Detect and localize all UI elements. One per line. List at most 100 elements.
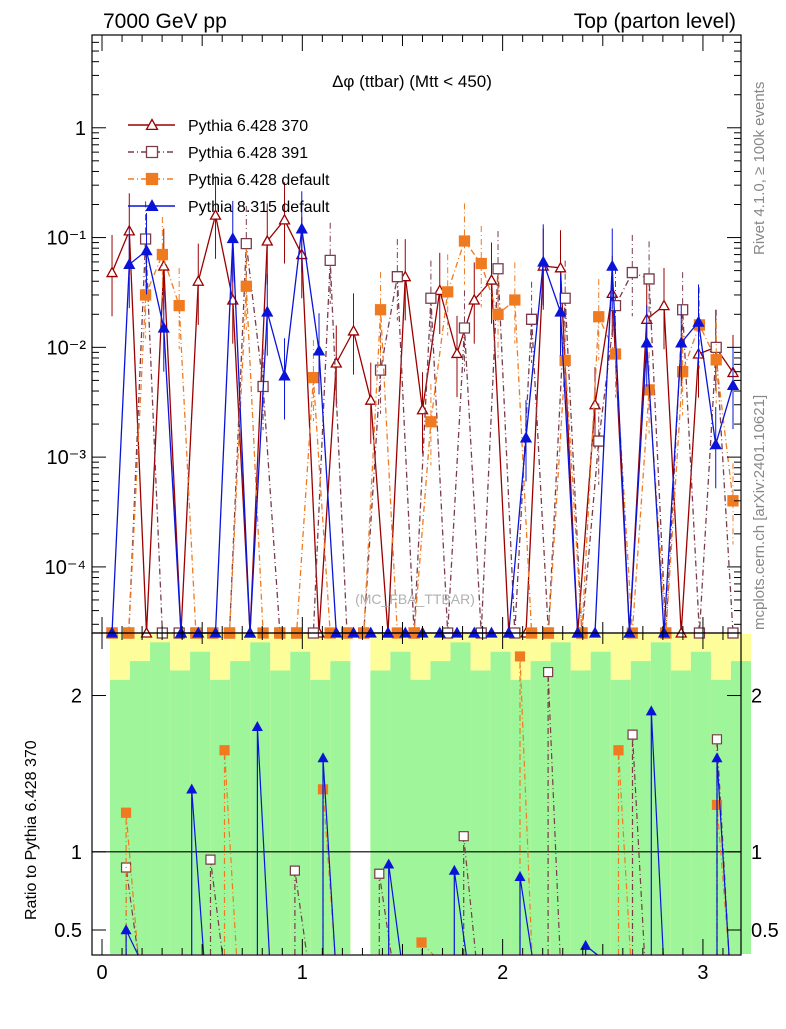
data-point bbox=[475, 257, 487, 270]
ratio-point bbox=[374, 868, 385, 879]
green-band bbox=[110, 679, 131, 954]
ratio-point bbox=[613, 745, 624, 756]
data-point bbox=[554, 305, 567, 317]
data-point bbox=[692, 315, 705, 327]
data-point bbox=[537, 255, 550, 267]
data-point bbox=[425, 292, 437, 304]
data-point bbox=[492, 308, 504, 320]
data-point bbox=[559, 292, 571, 304]
green-band bbox=[130, 661, 151, 954]
data-point bbox=[509, 294, 521, 306]
data-point bbox=[727, 495, 739, 507]
data-point bbox=[458, 235, 471, 247]
data-point bbox=[525, 313, 538, 325]
ratio-point bbox=[383, 858, 395, 869]
ratio-y-tick-label: 2 bbox=[71, 686, 82, 708]
data-point bbox=[676, 304, 689, 316]
data-point bbox=[139, 233, 152, 245]
data-point bbox=[157, 321, 170, 333]
ratio-point bbox=[186, 783, 198, 794]
data-point bbox=[710, 341, 722, 353]
data-point bbox=[278, 213, 291, 225]
data-point bbox=[157, 259, 170, 271]
x-tick-label: 3 bbox=[697, 962, 708, 984]
legend-marker bbox=[145, 199, 159, 212]
ratio-point bbox=[458, 831, 469, 842]
legend-label: Pythia 8.315 default bbox=[188, 199, 330, 216]
ratio-point bbox=[514, 871, 526, 882]
green-band bbox=[570, 670, 591, 954]
y-tick-label: 10⁻³ bbox=[47, 447, 87, 469]
ratio-y-tick-label: 0.5 bbox=[54, 920, 82, 942]
header-left: 7000 GeV pp bbox=[103, 10, 227, 33]
green-band bbox=[490, 651, 511, 954]
green-band bbox=[690, 651, 711, 954]
ratio-point bbox=[317, 752, 329, 763]
ratio-point bbox=[448, 864, 460, 875]
green-band bbox=[230, 661, 251, 954]
data-point bbox=[140, 244, 153, 256]
data-point bbox=[492, 263, 504, 275]
data-point bbox=[209, 208, 222, 220]
ratio-point bbox=[627, 729, 638, 740]
green-band bbox=[550, 642, 571, 954]
data-point bbox=[364, 393, 377, 405]
data-point bbox=[105, 266, 119, 278]
green-band bbox=[650, 642, 671, 954]
green-band bbox=[270, 670, 291, 954]
data-point bbox=[709, 438, 722, 450]
data-point bbox=[657, 299, 671, 311]
ratio-y-tick-label-right: 1 bbox=[751, 842, 762, 864]
y-tick-label: 10⁻² bbox=[47, 337, 87, 359]
data-point bbox=[554, 261, 567, 273]
main-series-layer bbox=[105, 177, 740, 639]
legend-marker bbox=[145, 118, 159, 131]
data-point bbox=[261, 305, 274, 317]
legend-label: Pythia 6.428 370 bbox=[188, 118, 308, 135]
data-point bbox=[643, 273, 655, 285]
ratio-uncertainty-bands bbox=[110, 634, 752, 954]
data-point bbox=[192, 274, 205, 286]
rivet-label: Rivet 4.1.0, ≥ 100k events bbox=[751, 82, 768, 255]
data-point bbox=[295, 222, 308, 234]
data-point bbox=[442, 286, 454, 298]
data-point bbox=[609, 348, 622, 360]
ratio-point bbox=[711, 734, 723, 745]
data-point bbox=[458, 322, 471, 334]
data-point bbox=[425, 416, 437, 428]
data-point bbox=[468, 293, 481, 305]
data-point bbox=[606, 259, 619, 271]
green-band bbox=[410, 679, 431, 954]
x-tick-label: 0 bbox=[96, 962, 107, 984]
ratio-point bbox=[289, 865, 300, 876]
axes-layer: 10⁻⁴ 10⁻³ 10⁻² 10⁻¹ 1 0 1 2 3 0.5 0.5 1 1 2 2 bbox=[45, 34, 779, 984]
data-point bbox=[519, 431, 533, 443]
ratio-point bbox=[120, 807, 132, 818]
green-band bbox=[590, 651, 611, 954]
x-tick-label: 2 bbox=[497, 962, 508, 984]
data-point bbox=[123, 258, 136, 270]
data-point bbox=[559, 354, 571, 367]
data-point bbox=[139, 289, 152, 301]
data-point bbox=[240, 280, 252, 292]
green-band bbox=[630, 661, 651, 954]
data-point bbox=[640, 336, 653, 348]
ratio-frame bbox=[91, 632, 742, 956]
y-tick-label: 1 bbox=[75, 118, 86, 140]
green-band bbox=[190, 651, 211, 954]
data-point bbox=[450, 347, 464, 359]
data-point bbox=[278, 369, 291, 381]
data-point bbox=[374, 304, 387, 316]
ratio-ylabel: Ratio to Pythia 6.428 370 bbox=[23, 740, 40, 920]
plot-title: Δφ (ttbar) (Mtt < 450) bbox=[332, 72, 492, 91]
green-band bbox=[510, 679, 531, 954]
data-point bbox=[156, 248, 169, 261]
green-band bbox=[370, 670, 391, 954]
data-point bbox=[485, 273, 498, 285]
green-band bbox=[430, 661, 451, 954]
ratio-point bbox=[219, 745, 230, 756]
data-point bbox=[226, 293, 239, 305]
green-band bbox=[450, 642, 471, 954]
